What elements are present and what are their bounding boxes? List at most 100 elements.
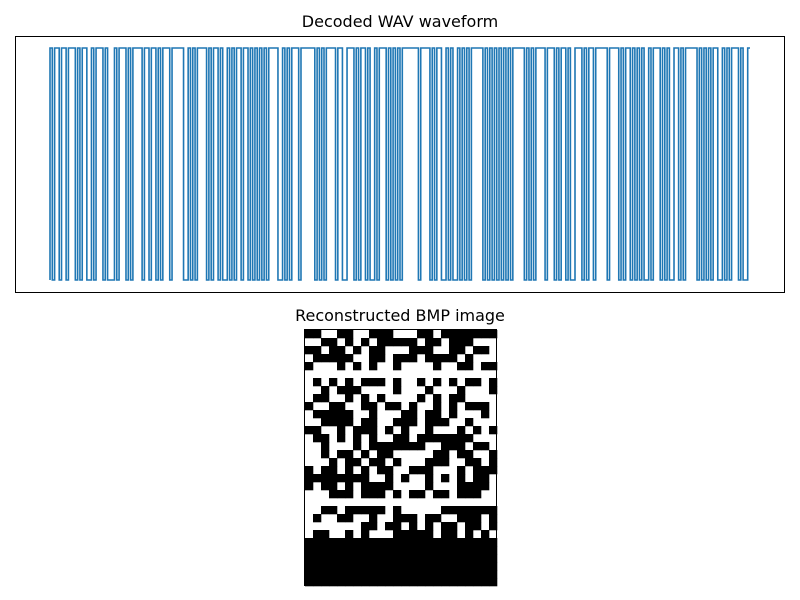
bmp-pixel bbox=[305, 562, 314, 571]
bmp-pixel bbox=[313, 346, 322, 355]
bmp-pixel bbox=[313, 538, 322, 547]
bmp-pixel bbox=[425, 434, 434, 443]
bmp-pixel bbox=[489, 362, 498, 371]
bmp-pixel bbox=[481, 538, 490, 547]
bmp-pixel bbox=[329, 546, 338, 555]
bmp-pixel bbox=[465, 330, 474, 339]
bmp-pixel bbox=[329, 338, 338, 347]
bmp-pixel bbox=[377, 482, 386, 491]
bmp-pixel bbox=[377, 442, 386, 451]
bmp-pixel bbox=[353, 538, 362, 547]
bmp-pixel bbox=[465, 554, 474, 563]
bmp-pixel bbox=[313, 578, 322, 587]
bmp-pixel bbox=[353, 570, 362, 579]
bmp-pixel bbox=[465, 338, 474, 347]
bmp-pixel bbox=[441, 570, 450, 579]
bmp-pixel bbox=[385, 402, 394, 411]
bmp-pixel bbox=[465, 530, 474, 539]
bmp-pixel bbox=[433, 378, 442, 387]
bmp-pixel bbox=[481, 402, 490, 411]
bmp-pixel bbox=[489, 554, 498, 563]
bmp-pixel bbox=[377, 330, 386, 339]
bmp-pixel bbox=[417, 394, 426, 403]
bmp-pixel bbox=[425, 578, 434, 587]
bmp-pixel bbox=[457, 442, 466, 451]
bmp-pixel bbox=[417, 562, 426, 571]
bmp-pixel bbox=[489, 426, 498, 435]
bmp-pixel bbox=[401, 434, 410, 443]
bmp-pixel bbox=[425, 538, 434, 547]
bmp-pixel bbox=[385, 482, 394, 491]
bmp-pixel bbox=[401, 530, 410, 539]
bmp-pixel bbox=[361, 450, 370, 459]
bmp-pixel bbox=[369, 330, 378, 339]
bmp-pixel bbox=[313, 530, 322, 539]
bmp-pixel bbox=[337, 474, 346, 483]
bmp-pixel bbox=[313, 378, 322, 387]
bmp-pixel bbox=[353, 386, 362, 395]
bmp-pixel bbox=[489, 466, 498, 475]
bmp-pixel bbox=[305, 578, 314, 587]
bmp-pixel bbox=[425, 474, 434, 483]
bmp-pixel bbox=[393, 538, 402, 547]
bmp-pixel bbox=[425, 386, 434, 395]
bmp-pixel bbox=[361, 506, 370, 515]
bmp-image-title: Reconstructed BMP image bbox=[295, 306, 505, 325]
bmp-pixel bbox=[433, 562, 442, 571]
bmp-pixel bbox=[321, 394, 330, 403]
bmp-pixel bbox=[329, 554, 338, 563]
bmp-pixel bbox=[345, 578, 354, 587]
bmp-pixel bbox=[377, 354, 386, 363]
bmp-pixel bbox=[473, 346, 482, 355]
bmp-pixel bbox=[489, 458, 498, 467]
bmp-pixel bbox=[433, 434, 442, 443]
bmp-pixel bbox=[321, 354, 330, 363]
bmp-pixel bbox=[377, 450, 386, 459]
bmp-pixel bbox=[433, 402, 442, 411]
bmp-pixel bbox=[417, 570, 426, 579]
bmp-pixel bbox=[425, 410, 434, 419]
bmp-pixel bbox=[425, 554, 434, 563]
bmp-pixel bbox=[449, 434, 458, 443]
bmp-pixel bbox=[305, 362, 314, 371]
bmp-pixel bbox=[393, 362, 402, 371]
bmp-pixel bbox=[401, 410, 410, 419]
bmp-pixel bbox=[345, 530, 354, 539]
bmp-pixel bbox=[457, 482, 466, 491]
bmp-pixel bbox=[449, 378, 458, 387]
bmp-pixel bbox=[489, 578, 498, 587]
bmp-pixel bbox=[369, 378, 378, 387]
bmp-pixel bbox=[441, 578, 450, 587]
bmp-pixel bbox=[369, 522, 378, 531]
bmp-pixel bbox=[393, 554, 402, 563]
bmp-pixel bbox=[385, 474, 394, 483]
bmp-pixel bbox=[393, 378, 402, 387]
bmp-pixel bbox=[385, 538, 394, 547]
bmp-pixel bbox=[361, 338, 370, 347]
bmp-pixel bbox=[449, 530, 458, 539]
bmp-pixel bbox=[417, 434, 426, 443]
bmp-pixel bbox=[385, 466, 394, 475]
bmp-pixel bbox=[425, 530, 434, 539]
bmp-pixel bbox=[369, 562, 378, 571]
bmp-pixel bbox=[425, 482, 434, 491]
bmp-pixel bbox=[489, 538, 498, 547]
bmp-pixel bbox=[433, 362, 442, 371]
bmp-pixel bbox=[345, 546, 354, 555]
bmp-pixel bbox=[345, 474, 354, 483]
bmp-pixel bbox=[473, 442, 482, 451]
bmp-pixel bbox=[417, 578, 426, 587]
bmp-pixel bbox=[425, 570, 434, 579]
bmp-pixel bbox=[409, 554, 418, 563]
bmp-pixel bbox=[465, 418, 474, 427]
bmp-pixel bbox=[385, 522, 394, 531]
bmp-pixel bbox=[321, 386, 330, 395]
bmp-pixel bbox=[473, 514, 482, 523]
bmp-pixel bbox=[353, 362, 362, 371]
bmp-pixel bbox=[393, 506, 402, 515]
bmp-pixel bbox=[417, 554, 426, 563]
bmp-pixel bbox=[377, 562, 386, 571]
bmp-pixel bbox=[489, 506, 498, 515]
bmp-pixel bbox=[321, 570, 330, 579]
bmp-pixel bbox=[393, 442, 402, 451]
